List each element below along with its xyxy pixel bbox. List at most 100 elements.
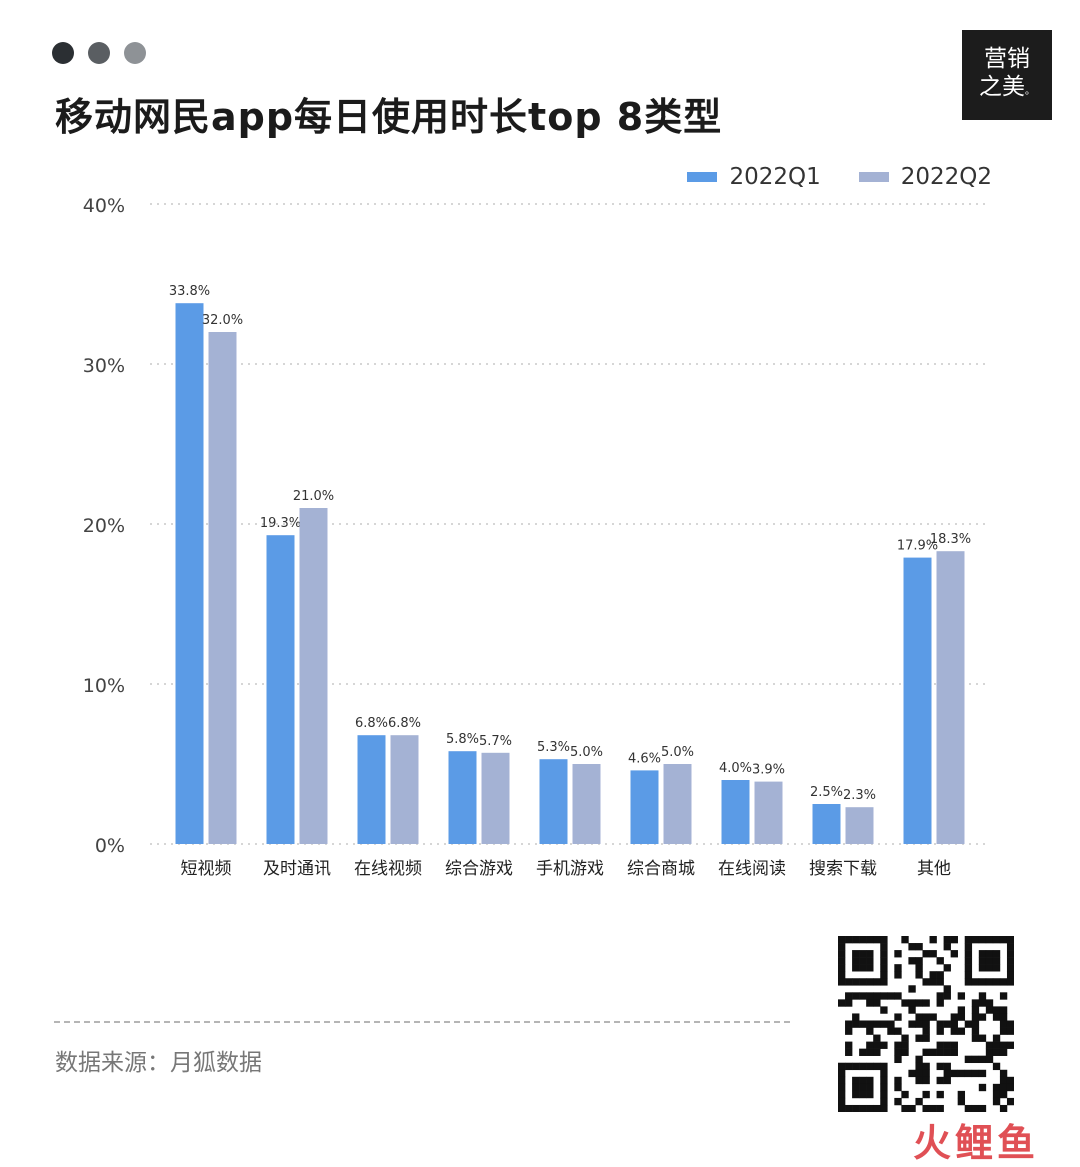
qr-module	[873, 1041, 881, 1049]
qr-module	[1006, 1041, 1014, 1049]
qr-module	[978, 950, 987, 958]
qr-module	[992, 957, 1001, 965]
data-label: 3.9%	[752, 763, 785, 778]
qr-module	[999, 1090, 1008, 1099]
qr-module	[866, 1076, 874, 1085]
qr-module	[922, 1020, 930, 1028]
qr-module	[894, 971, 902, 979]
y-tick-label: 20%	[83, 515, 125, 537]
qr-module	[985, 936, 994, 944]
qr-module	[978, 992, 987, 1000]
qr-module	[964, 964, 973, 972]
qr-module	[943, 1020, 951, 1028]
qr-module	[852, 1062, 860, 1071]
y-tick-label: 40%	[83, 195, 125, 217]
qr-module	[915, 964, 923, 972]
legend-label-q2: 2022Q2	[900, 164, 992, 190]
qr-module	[859, 1048, 867, 1056]
data-label: 5.0%	[570, 745, 603, 760]
qr-module	[971, 978, 980, 986]
qr-module	[894, 1076, 902, 1085]
qr-module	[873, 999, 881, 1007]
qr-module	[866, 950, 874, 958]
legend-item-q1: 2022Q1	[687, 164, 821, 190]
qr-module	[838, 1097, 846, 1106]
qr-module	[894, 992, 902, 1000]
qr-module	[915, 957, 923, 965]
qr-module	[901, 1048, 909, 1056]
qr-module	[936, 971, 944, 979]
qr-module	[985, 1006, 994, 1014]
qr-module	[915, 1020, 923, 1028]
legend-label-q1: 2022Q1	[729, 164, 821, 190]
qr-module	[1006, 950, 1014, 958]
qr-module	[978, 1034, 987, 1042]
x-tick-label: 其他	[917, 859, 951, 879]
qr-module	[929, 971, 937, 979]
qr-module	[929, 1013, 937, 1021]
qr-module	[992, 1083, 1001, 1092]
bar-q2	[208, 332, 237, 844]
dot-icon-3	[124, 42, 146, 64]
x-tick-label: 及时通讯	[263, 859, 331, 879]
qr-module	[859, 1083, 867, 1092]
data-label: 6.8%	[355, 716, 388, 731]
qr-module	[859, 1062, 867, 1071]
qr-module	[957, 1097, 966, 1106]
qr-module	[866, 1041, 874, 1049]
qr-module	[985, 999, 994, 1007]
data-label: 4.6%	[628, 751, 661, 766]
qr-module	[866, 1083, 874, 1092]
data-label: 2.5%	[810, 785, 843, 800]
qr-module	[978, 936, 987, 944]
qr-module	[873, 978, 881, 986]
qr-module	[978, 957, 987, 965]
bar-q2	[663, 764, 692, 844]
qr-module	[936, 1048, 944, 1056]
qr-module	[985, 964, 994, 972]
qr-module	[978, 1104, 987, 1112]
qr-module	[992, 978, 1001, 986]
qr-module	[964, 971, 973, 979]
qr-module	[838, 943, 846, 951]
qr-module	[880, 936, 888, 944]
qr-module	[1006, 971, 1014, 979]
qr-module	[859, 978, 867, 986]
qr-module	[866, 1027, 874, 1035]
data-source: 数据来源：月狐数据	[55, 1050, 262, 1076]
qr-module	[922, 1090, 930, 1099]
data-label: 19.3%	[260, 516, 301, 531]
qr-module	[845, 992, 853, 1000]
qr-module	[845, 1048, 853, 1056]
qr-module	[978, 1083, 987, 1092]
qr-module	[922, 1069, 930, 1078]
logo-line-2: 之美。	[979, 73, 1035, 100]
qr-module	[922, 1048, 930, 1056]
qr-module	[915, 1055, 923, 1064]
bar-q1	[630, 770, 659, 844]
qr-module	[880, 992, 888, 1000]
qr-module	[964, 1055, 973, 1064]
qr-module	[845, 999, 853, 1007]
qr-module	[894, 964, 902, 972]
qr-module	[929, 950, 937, 958]
qr-module	[894, 1013, 902, 1021]
x-tick-label: 搜索下载	[809, 859, 877, 879]
qr-module	[992, 1062, 1001, 1071]
qr-module	[866, 1062, 874, 1071]
qr-module	[971, 1006, 980, 1014]
qr-module	[866, 992, 874, 1000]
qr-module	[1006, 936, 1014, 944]
bar-q1	[812, 804, 841, 844]
qr-module	[999, 1083, 1008, 1092]
qr-module	[838, 1104, 846, 1112]
bar-q2	[936, 551, 965, 844]
qr-module	[838, 950, 846, 958]
qr-module	[950, 1020, 958, 1028]
x-tick-label: 手机游戏	[536, 859, 604, 879]
qr-module	[1006, 1027, 1014, 1035]
qr-module	[936, 1090, 944, 1099]
qr-module	[999, 1076, 1008, 1085]
qr-module	[880, 957, 888, 965]
qr-module	[922, 1104, 930, 1112]
